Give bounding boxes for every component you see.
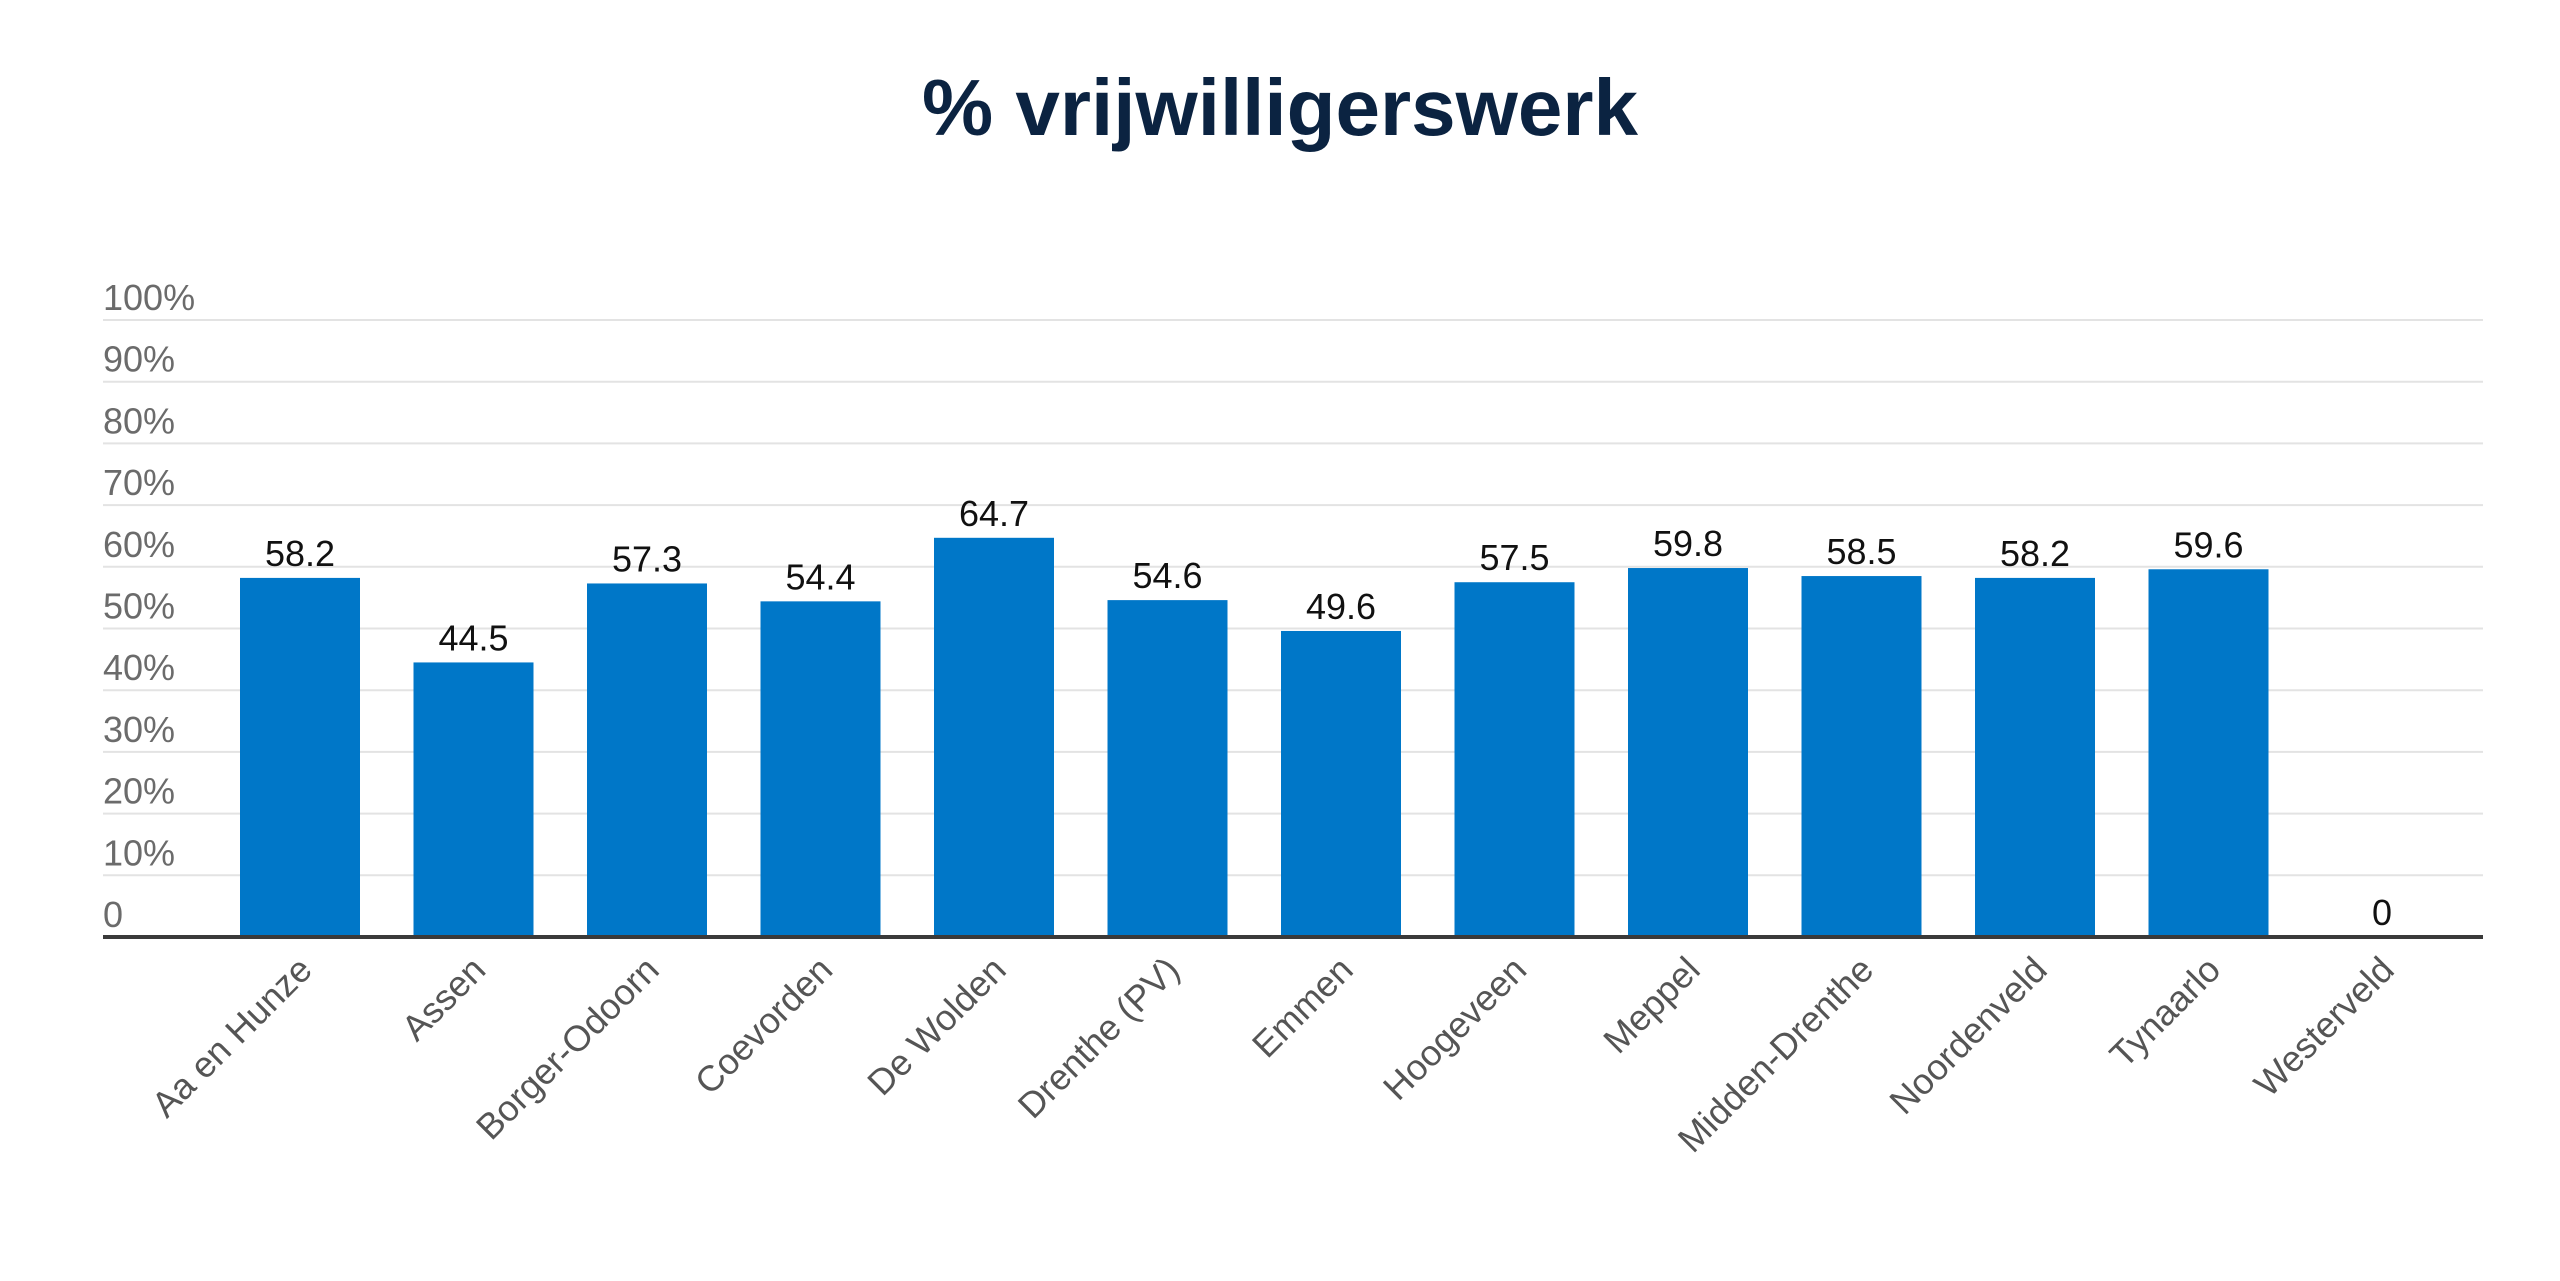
- data-label: 0: [2372, 892, 2392, 933]
- y-tick-label: 10%: [103, 832, 175, 873]
- bar: [1801, 576, 1922, 937]
- y-tick-label: 80%: [103, 400, 175, 441]
- y-axis-ticks: 0 10% 20% 30% 40% 50% 60% 70% 80% 90% 100%: [103, 277, 195, 935]
- y-tick-label: 100%: [103, 277, 195, 318]
- x-tick-label: Westerveld: [2246, 949, 2402, 1105]
- x-tick-label: Meppel: [1595, 949, 1707, 1061]
- bar: [1975, 577, 2095, 937]
- y-tick-label: 50%: [103, 586, 175, 627]
- x-tick-label: De Wolden: [859, 949, 1013, 1103]
- y-tick-label: 30%: [103, 709, 175, 750]
- bar: [1628, 568, 1748, 937]
- data-label: 58.2: [2000, 533, 2070, 574]
- data-label: 54.6: [1132, 555, 1202, 596]
- bar: [240, 577, 360, 937]
- data-label: 58.5: [1826, 531, 1896, 572]
- bar: [934, 537, 1054, 937]
- y-tick-label: 60%: [103, 524, 175, 565]
- x-tick-label: Noordenveld: [1881, 949, 2054, 1122]
- bar: [1281, 630, 1401, 937]
- bar: [2148, 569, 2269, 937]
- data-label: 44.5: [438, 617, 508, 658]
- bar: [1107, 600, 1228, 937]
- x-tick-label: Borger-Odoorn: [468, 949, 667, 1148]
- x-tick-label: Aa en Hunze: [143, 949, 319, 1125]
- chart-title: % vrijwilligerswerk: [922, 63, 1638, 152]
- bar: [760, 601, 881, 937]
- data-label: 64.7: [959, 493, 1029, 534]
- data-labels: 58.2 44.5 57.3 54.4 64.7 54.6 49.6 57.5 59.8 58.5…: [265, 493, 2392, 933]
- x-tick-label: Hoogeveen: [1375, 949, 1534, 1108]
- bar: [1454, 582, 1575, 937]
- y-tick-label: 20%: [103, 771, 175, 812]
- x-tick-label: Coevorden: [687, 949, 841, 1103]
- x-tick-label: Drenthe (PV): [1010, 949, 1188, 1127]
- bar: [587, 583, 707, 937]
- y-tick-label: 90%: [103, 339, 175, 380]
- data-label: 49.6: [1306, 586, 1376, 627]
- x-tick-label: Assen: [393, 949, 493, 1049]
- data-label: 54.4: [785, 556, 855, 597]
- data-label: 57.5: [1479, 537, 1549, 578]
- data-label: 59.8: [1653, 523, 1723, 564]
- bars: [240, 537, 2269, 937]
- y-tick-label: 40%: [103, 647, 175, 688]
- y-tick-label: 0: [103, 894, 123, 935]
- bar: [413, 662, 534, 937]
- x-tick-label: Emmen: [1244, 949, 1361, 1066]
- data-label: 58.2: [265, 533, 335, 574]
- data-label: 59.6: [2173, 524, 2243, 565]
- y-tick-label: 70%: [103, 462, 175, 503]
- data-label: 57.3: [612, 538, 682, 579]
- x-tick-label: Tynaarlo: [2102, 949, 2229, 1076]
